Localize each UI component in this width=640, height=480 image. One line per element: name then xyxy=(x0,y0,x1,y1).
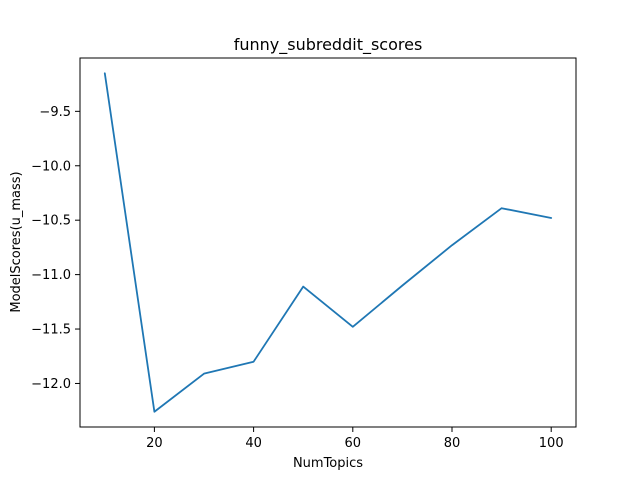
x-axis-label: NumTopics xyxy=(293,456,363,471)
x-tick-label: 20 xyxy=(146,436,163,451)
x-axis: 20 40 60 80 100 xyxy=(146,427,564,451)
y-axis-label: ModelScores(u_mass) xyxy=(9,171,24,312)
y-tick-label: −11.5 xyxy=(31,323,71,338)
y-tick-label: −10.5 xyxy=(31,214,71,229)
x-tick-label: 40 xyxy=(245,436,262,451)
x-tick-label: 80 xyxy=(444,436,461,451)
x-tick-label: 100 xyxy=(539,436,564,451)
y-tick-label: −11.0 xyxy=(31,268,71,283)
plot-frame xyxy=(79,57,577,428)
series-line xyxy=(103,72,553,413)
y-tick-label: −12.0 xyxy=(31,377,71,392)
y-tick-label: −10.0 xyxy=(31,159,71,174)
y-tick-label: −9.5 xyxy=(39,105,71,120)
chart-title: funny_subreddit_scores xyxy=(234,35,423,55)
y-axis: −9.5 −10.0 −10.5 −11.0 −11.5 −12.0 xyxy=(31,105,80,392)
x-tick-label: 60 xyxy=(345,436,362,451)
